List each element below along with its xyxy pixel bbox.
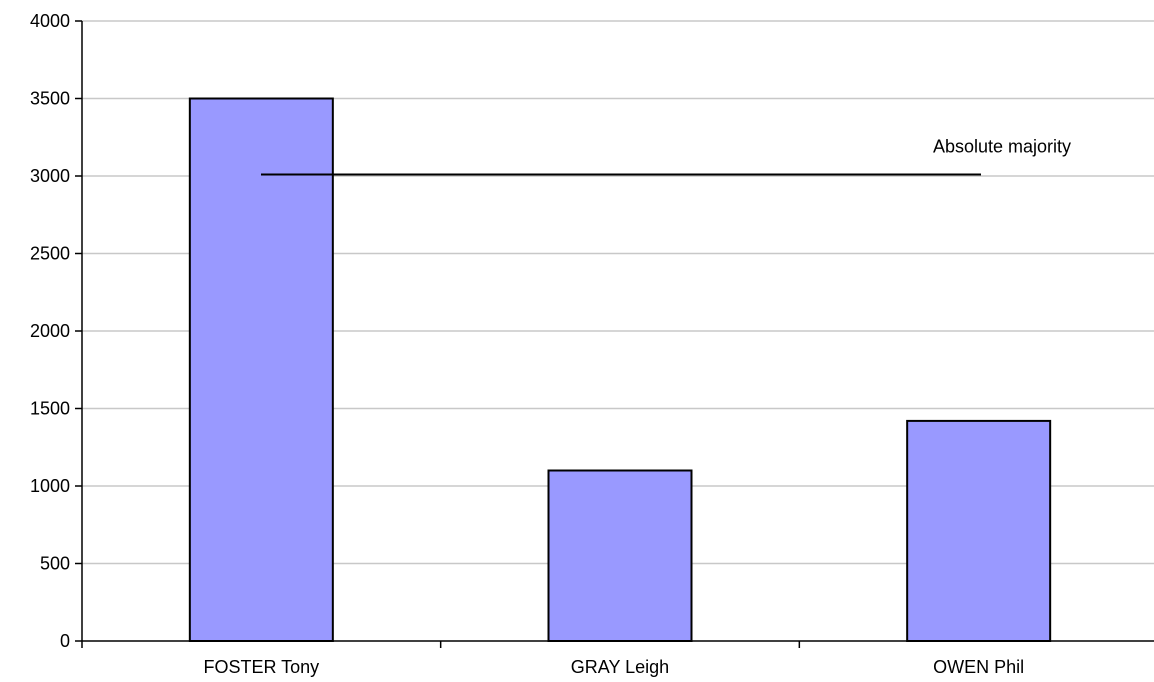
absolute-majority-label: Absolute majority [933, 136, 1071, 156]
x-tick-label: GRAY Leigh [571, 657, 669, 677]
bar [547, 469, 693, 642]
x-axis-tick-labels: FOSTER Tony GRAY Leigh OWEN Phil [203, 657, 1024, 677]
y-tick-label: 2000 [30, 321, 70, 341]
y-tick-label: 4000 [30, 11, 70, 31]
reference-line-group: Absolute majority [261, 136, 1071, 176]
x-tick-label: OWEN Phil [933, 657, 1024, 677]
y-tick-label: 500 [40, 554, 70, 574]
bars [188, 97, 1052, 642]
x-tick-label: FOSTER Tony [203, 657, 319, 677]
bar [188, 97, 334, 642]
y-tick-label: 3000 [30, 166, 70, 186]
y-axis-tick-labels: 0 500 1000 1500 2000 2500 3000 3500 4000 [30, 11, 70, 651]
axes [75, 20, 1154, 648]
bar [906, 419, 1052, 642]
y-tick-label: 0 [60, 631, 70, 651]
y-tick-label: 1500 [30, 399, 70, 419]
y-tick-label: 2500 [30, 244, 70, 264]
y-tick-label: 1000 [30, 476, 70, 496]
y-tick-label: 3500 [30, 89, 70, 109]
